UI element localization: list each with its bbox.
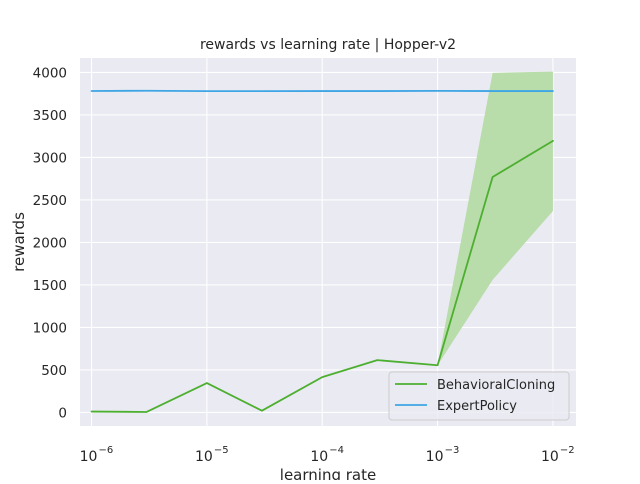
y-tick-label: 500 — [41, 363, 67, 379]
chart-title: rewards vs learning rate | Hopper-v2 — [200, 37, 456, 53]
y-tick-labels: 0 500 1000 1500 2000 2500 3000 3500 4000 — [33, 65, 67, 421]
x-tick-label-exponent: −2 — [560, 445, 575, 456]
y-axis-label: rewards — [10, 212, 28, 272]
legend: BehavioralCloning ExpertPolicy — [389, 372, 569, 420]
x-tick-label-exponent: −6 — [99, 445, 114, 456]
y-tick-label: 2500 — [33, 193, 67, 209]
x-tick-label-base: 10 — [195, 449, 213, 465]
legend-label-behavioral-cloning: BehavioralCloning — [437, 378, 555, 393]
y-tick-label: 3500 — [33, 108, 67, 124]
x-tick-label-base: 10 — [80, 449, 98, 465]
x-tick-label-exponent: −4 — [329, 445, 344, 456]
y-tick-label: 3000 — [33, 150, 67, 166]
x-tick-label-exponent: −3 — [445, 445, 460, 456]
y-tick-label: 1000 — [33, 320, 67, 336]
x-tick-label-base: 10 — [541, 449, 559, 465]
x-axis-label: learning rate — [280, 466, 376, 480]
x-tick-label-exponent: −5 — [214, 445, 229, 456]
y-tick-label: 2000 — [33, 235, 67, 251]
y-tick-label: 1500 — [33, 278, 67, 294]
legend-label-expert-policy: ExpertPolicy — [437, 399, 517, 414]
y-tick-label: 0 — [58, 405, 67, 421]
x-tick-label-base: 10 — [426, 449, 444, 465]
x-tick-label-base: 10 — [310, 449, 328, 465]
y-tick-label: 4000 — [33, 65, 67, 81]
